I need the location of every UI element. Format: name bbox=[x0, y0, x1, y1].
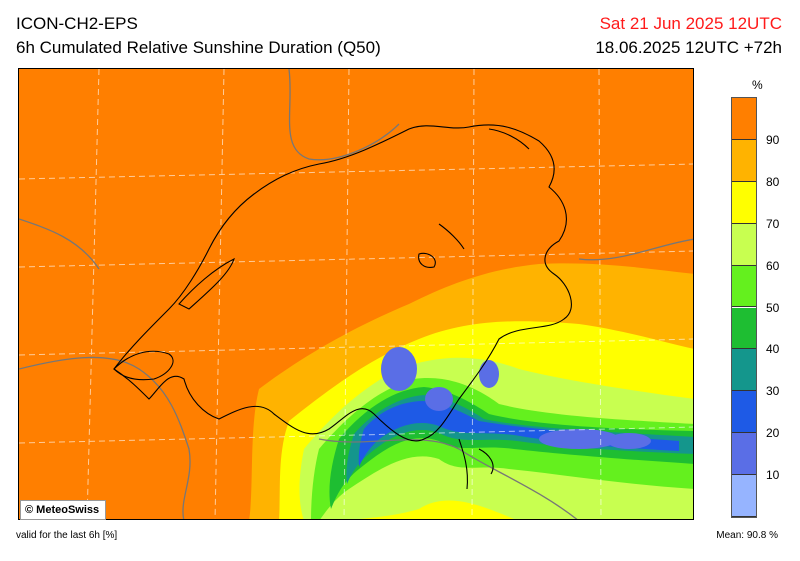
colorbar-band-20-30 bbox=[732, 391, 756, 434]
map-canvas bbox=[19, 69, 693, 519]
run-info: 18.06.2025 12UTC +72h bbox=[595, 38, 782, 57]
colorbar-tick-label: 90 bbox=[766, 132, 780, 147]
graticule bbox=[19, 69, 693, 519]
colorbar-band-50-60 bbox=[732, 265, 756, 308]
colorbar-band-30-40 bbox=[732, 349, 756, 392]
lake-constance bbox=[488, 128, 530, 150]
lake-zurich bbox=[438, 223, 465, 250]
valid-time: Sat 21 Jun 2025 12UTC bbox=[599, 14, 782, 33]
colorbar-tick-label: 70 bbox=[766, 216, 780, 231]
model-name: ICON-CH2-EPS bbox=[16, 14, 138, 33]
switzerland-outline bbox=[113, 124, 572, 490]
lake-neuchatel bbox=[178, 257, 235, 310]
colorbar-tick-label: 10 bbox=[766, 468, 780, 483]
colorbar-band-0-10 bbox=[732, 475, 756, 517]
field-bands bbox=[249, 263, 693, 519]
colorbar-tick-label: 80 bbox=[766, 174, 780, 189]
lake-lucerne bbox=[418, 252, 436, 268]
lake-lugano bbox=[478, 448, 494, 475]
colorbar bbox=[731, 97, 757, 518]
colorbar-band-40-50 bbox=[732, 307, 756, 350]
colorbar-band-80-90 bbox=[732, 139, 756, 182]
colorbar-tick-label: 30 bbox=[766, 384, 780, 399]
colorbar-tick-label: 40 bbox=[766, 342, 780, 357]
colorbar-tick-label: 50 bbox=[766, 300, 780, 315]
colorbar-tick-label: 20 bbox=[766, 426, 780, 441]
colorbar-band-90-100 bbox=[732, 98, 756, 140]
mean-value: Mean: 90.8 % bbox=[716, 530, 778, 541]
band-20-30 bbox=[358, 401, 679, 467]
product-title: 6h Cumulated Relative Sunshine Duration … bbox=[16, 38, 381, 57]
colorbar-band-10-20 bbox=[732, 433, 756, 476]
copyright-label: © MeteoSwiss bbox=[20, 500, 107, 520]
validity-note: valid for the last 6h [%] bbox=[16, 530, 118, 541]
colorbar-band-60-70 bbox=[732, 223, 756, 266]
lake-maggiore bbox=[458, 438, 468, 490]
band-10-20 bbox=[381, 347, 651, 449]
colorbar-band-70-80 bbox=[732, 181, 756, 224]
country-borders bbox=[19, 69, 693, 519]
sunshine-map bbox=[18, 68, 694, 520]
legend-unit: % bbox=[752, 78, 763, 92]
colorbar-tick-label: 60 bbox=[766, 258, 780, 273]
lake-geneva bbox=[113, 350, 174, 381]
